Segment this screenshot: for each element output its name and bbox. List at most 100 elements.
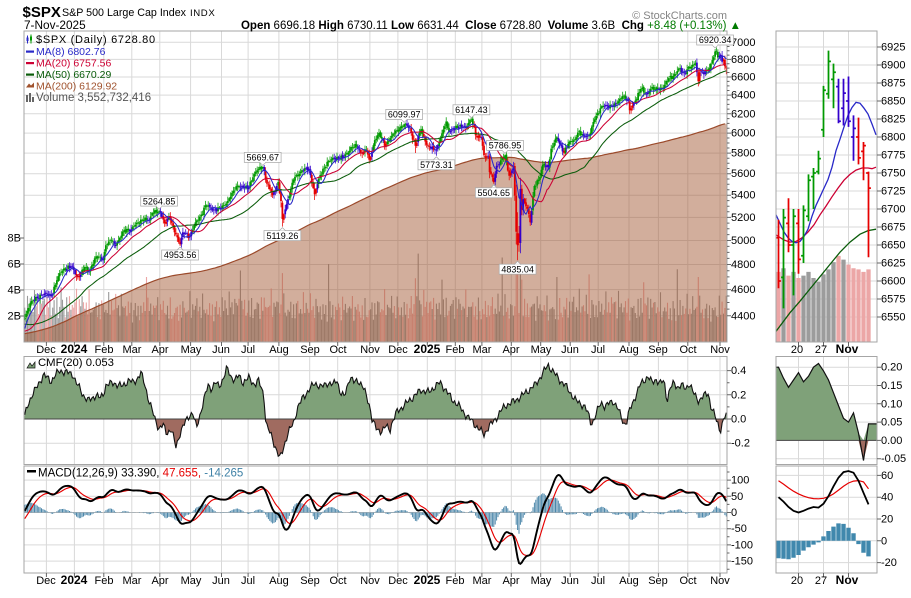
svg-text:2024: 2024 [61, 342, 88, 356]
svg-text:MA(8) 6802.76: MA(8) 6802.76 [36, 46, 106, 58]
svg-text:27: 27 [815, 575, 827, 587]
svg-text:6625: 6625 [881, 258, 905, 270]
svg-text:6000: 6000 [731, 128, 755, 140]
svg-text:Sep: Sep [300, 344, 320, 356]
svg-text:Feb: Feb [95, 344, 114, 356]
svg-text:60: 60 [881, 470, 893, 482]
svg-text:2B: 2B [8, 311, 21, 323]
svg-text:May: May [531, 575, 552, 587]
svg-text:Apr: Apr [151, 575, 168, 587]
svg-text:4800: 4800 [731, 259, 755, 271]
svg-text:CMF(20) 0.053: CMF(20) 0.053 [38, 357, 114, 369]
svg-text:Aug: Aug [269, 344, 289, 356]
svg-text:20: 20 [881, 514, 893, 526]
svg-text:5786.95: 5786.95 [489, 141, 522, 151]
svg-text:7000: 7000 [731, 37, 755, 49]
svg-text:May: May [181, 344, 202, 356]
svg-text:Jun: Jun [212, 344, 230, 356]
svg-text:100: 100 [731, 475, 749, 487]
svg-text:5119.26: 5119.26 [266, 231, 298, 241]
svg-text:INDX: INDX [190, 8, 215, 19]
svg-text:Aug: Aug [269, 575, 289, 587]
svg-text:20: 20 [791, 344, 803, 356]
svg-text:6825: 6825 [881, 114, 905, 126]
svg-text:Dec: Dec [388, 344, 408, 356]
svg-text:0.2: 0.2 [731, 389, 746, 401]
svg-text:Nov: Nov [360, 344, 380, 356]
svg-text:6925: 6925 [881, 42, 905, 54]
svg-text:MA(50) 6670.29: MA(50) 6670.29 [36, 69, 111, 81]
svg-text:4953.56: 4953.56 [164, 250, 197, 260]
svg-text:Sep: Sep [648, 575, 668, 587]
svg-text:6750: 6750 [881, 168, 905, 180]
svg-text:-100: -100 [731, 539, 753, 551]
svg-text:Dec: Dec [36, 344, 56, 356]
svg-text:5669.67: 5669.67 [247, 153, 280, 163]
svg-text:Mar: Mar [123, 344, 142, 356]
svg-text:50: 50 [731, 491, 743, 503]
svg-text:0.4: 0.4 [731, 365, 746, 377]
svg-text:0.05: 0.05 [881, 417, 902, 429]
svg-text:8B: 8B [8, 233, 21, 245]
svg-text:6850: 6850 [881, 96, 905, 108]
svg-text:Mar: Mar [123, 575, 142, 587]
svg-text:Feb: Feb [446, 575, 465, 587]
svg-text:5800: 5800 [731, 148, 755, 160]
svg-text:6675: 6675 [881, 222, 905, 234]
svg-text:2024: 2024 [61, 573, 88, 587]
svg-text:Jul: Jul [591, 575, 605, 587]
svg-text:20: 20 [791, 575, 803, 587]
svg-text:0: 0 [881, 535, 887, 547]
svg-text:6775: 6775 [881, 150, 905, 162]
svg-text:-50: -50 [731, 523, 747, 535]
svg-text:6400: 6400 [731, 90, 755, 102]
svg-text:6700: 6700 [881, 204, 905, 216]
svg-text:0: 0 [731, 507, 737, 519]
svg-text:Nov: Nov [710, 575, 730, 587]
svg-text:MACD(12,26,9) 33.390, 47.655,: MACD(12,26,9) 33.390, 47.655, -14.265 [38, 468, 243, 480]
svg-text:Jun: Jun [561, 344, 579, 356]
svg-text:-20: -20 [881, 557, 897, 569]
svg-text:Feb: Feb [446, 344, 465, 356]
svg-text:5600: 5600 [731, 168, 755, 180]
svg-text:2025: 2025 [414, 342, 441, 356]
svg-text:Dec: Dec [36, 575, 56, 587]
svg-text:0.15: 0.15 [881, 380, 902, 392]
svg-text:5400: 5400 [731, 190, 755, 202]
svg-text:6600: 6600 [731, 72, 755, 84]
svg-text:0.10: 0.10 [881, 398, 902, 410]
svg-text:S&P 500 Large Cap Index: S&P 500 Large Cap Index [62, 7, 187, 19]
svg-text:7-Nov-2025: 7-Nov-2025 [24, 18, 86, 32]
svg-text:Nov: Nov [836, 342, 859, 356]
svg-text:6920.34: 6920.34 [699, 35, 732, 45]
svg-text:2025: 2025 [414, 573, 441, 587]
svg-text:Sep: Sep [648, 344, 668, 356]
svg-text:May: May [181, 575, 202, 587]
svg-text:40: 40 [881, 492, 893, 504]
svg-text:4400: 4400 [731, 310, 755, 322]
svg-text:6900: 6900 [881, 60, 905, 72]
svg-text:6725: 6725 [881, 186, 905, 198]
svg-text:Sep: Sep [300, 575, 320, 587]
svg-text:Nov: Nov [836, 573, 859, 587]
svg-text:6575: 6575 [881, 294, 905, 306]
svg-text:May: May [531, 344, 552, 356]
svg-text:-0.2: -0.2 [731, 438, 750, 450]
svg-text:5504.65: 5504.65 [478, 188, 511, 198]
svg-text:4600: 4600 [731, 284, 755, 296]
svg-text:6147.43: 6147.43 [455, 105, 488, 115]
svg-text:MA(20) 6757.56: MA(20) 6757.56 [36, 58, 111, 70]
svg-text:0.0: 0.0 [731, 414, 746, 426]
svg-text:$SPX: $SPX [23, 4, 61, 21]
svg-text:Mar: Mar [473, 344, 492, 356]
svg-text:Volume 3,552,732,416: Volume 3,552,732,416 [36, 92, 151, 104]
svg-text:© StockCharts.com: © StockCharts.com [632, 10, 727, 22]
svg-text:Open 6696.18 High 6730.11 Low: Open 6696.18 High 6730.11 Low 6631.44 Cl… [241, 20, 741, 32]
svg-text:Apr: Apr [502, 575, 519, 587]
svg-text:6B: 6B [8, 259, 21, 271]
svg-text:Apr: Apr [151, 344, 168, 356]
svg-text:4B: 4B [8, 285, 21, 297]
svg-text:Apr: Apr [502, 344, 519, 356]
svg-text:Jul: Jul [241, 575, 255, 587]
svg-text:6550: 6550 [881, 312, 905, 324]
